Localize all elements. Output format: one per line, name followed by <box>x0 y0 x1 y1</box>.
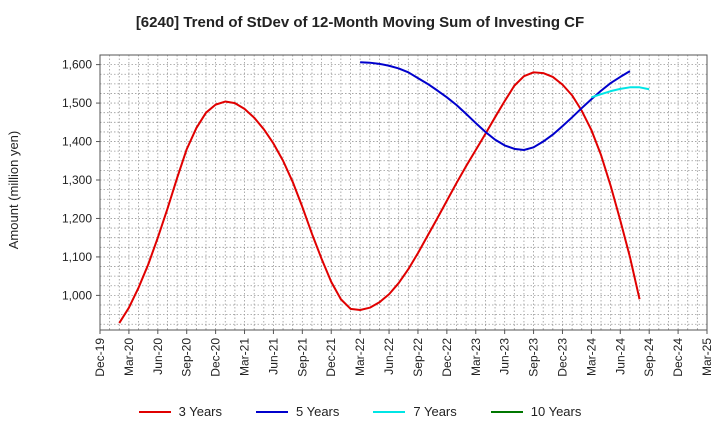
series-line-3-years <box>118 71 641 324</box>
legend-swatch <box>138 410 171 413</box>
y-tick-label: 1,400 <box>62 135 92 149</box>
x-tick-label: Dec-21 <box>324 338 338 377</box>
x-tick-label: Dec-22 <box>440 338 454 377</box>
x-tick-label: Dec-20 <box>209 338 223 377</box>
x-tick-label: Mar-23 <box>469 338 483 376</box>
plot-frame <box>99 54 708 331</box>
legend-swatch <box>490 410 523 413</box>
x-tick-label: Mar-24 <box>584 338 598 376</box>
y-tick-label: 1,000 <box>62 288 92 302</box>
legend-swatch <box>256 410 288 413</box>
legend-label: 5 Years <box>296 404 340 419</box>
x-tick-label: Mar-22 <box>353 338 367 376</box>
x-tick-label: Mar-21 <box>238 338 252 376</box>
x-tick-label: Mar-20 <box>122 338 136 376</box>
x-tick-label: Dec-19 <box>93 338 107 377</box>
x-tick-label: Dec-24 <box>671 338 685 377</box>
legend-item: 3 Years <box>138 404 222 419</box>
legend-item: 10 Years <box>490 404 582 419</box>
legend-label: 3 Years <box>178 404 222 419</box>
legend-item: 7 Years <box>373 404 457 419</box>
chart-title: [6240] Trend of StDev of 12-Month Moving… <box>135 14 585 31</box>
y-tick-label: 1,200 <box>62 211 92 225</box>
x-tick-label: Sep-20 <box>180 338 194 377</box>
x-tick-label: Jun-20 <box>151 338 165 375</box>
grid-layer <box>100 55 707 330</box>
x-tick-label: Jun-22 <box>382 338 396 375</box>
x-tick-label: Jun-23 <box>498 338 512 375</box>
y-tick-label: 1,600 <box>62 58 92 72</box>
legend-label: 7 Years <box>413 404 457 419</box>
x-tick-label: Jun-21 <box>266 338 280 375</box>
series-layer <box>118 61 650 324</box>
x-tick-label: Sep-22 <box>411 338 425 377</box>
y-tick-label: 1,100 <box>62 250 92 264</box>
x-tick-label: Sep-23 <box>527 338 541 377</box>
series-line-5-years <box>360 61 631 151</box>
legend-item: 5 Years <box>256 404 339 419</box>
x-tick-layer: Dec-19 Mar-20 Jun-20 Sep-20 Dec-20 Mar-21 Jun-… <box>93 330 714 377</box>
chart-plot: 1,000 1,100 1,200 1,300 1,400 1,500 1,600 Dec-… <box>62 54 714 377</box>
y-tick-label: 1,500 <box>62 96 92 110</box>
series-line-7-years <box>591 86 650 99</box>
x-tick-label: Sep-21 <box>295 338 309 377</box>
y-tick-layer: 1,000 1,100 1,200 1,300 1,400 1,500 1,600 <box>62 58 100 302</box>
x-tick-label: Mar-25 <box>700 338 714 376</box>
legend-swatch <box>373 410 406 413</box>
y-tick-label: 1,300 <box>62 173 92 187</box>
x-tick-label: Dec-23 <box>555 338 569 377</box>
x-tick-label: Jun-24 <box>613 338 627 375</box>
legend-label: 10 Years <box>530 404 582 419</box>
legend: 3 Years 5 Years 7 Years 10 Years <box>0 404 720 419</box>
x-tick-label: Sep-24 <box>642 338 656 377</box>
